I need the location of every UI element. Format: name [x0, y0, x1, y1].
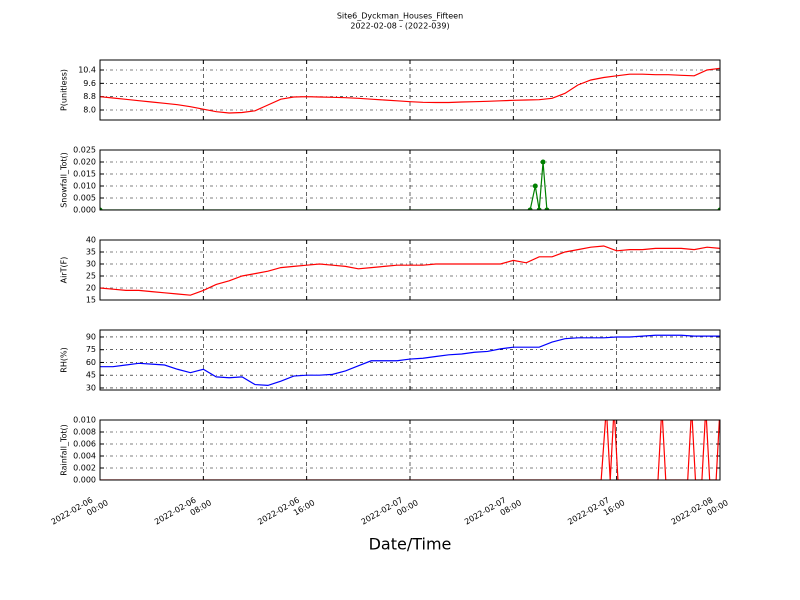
x-axis-label: Date/Time	[369, 535, 452, 554]
data-point	[527, 207, 533, 210]
y-tick-label: 0.008	[73, 428, 96, 437]
x-tick-label: 2022-02-0616:00	[256, 489, 316, 535]
plot-frame	[99, 59, 721, 121]
panel: 0.000 0.002 0.004 0.006 0.008 0.010 2022-02-06…	[49, 416, 729, 535]
y-axis-label: RH(%)	[60, 347, 69, 372]
y-tick-label: 25	[86, 272, 96, 281]
y-tick-label: 8.8	[83, 92, 96, 101]
data-point	[717, 207, 720, 210]
y-tick-label: 0.006	[73, 440, 96, 449]
y-axis-label: Rainfall_Tot()	[60, 424, 69, 476]
y-tick-label: 45	[86, 371, 96, 380]
chart-subtitle: 2022-02-08 - (2022-039)	[350, 22, 449, 31]
y-tick-label: 75	[86, 345, 96, 354]
data-point	[544, 207, 550, 210]
x-tick-label: 2022-02-0708:00	[463, 489, 523, 535]
y-axis-label: AirT(F)	[60, 257, 69, 284]
y-tick-label: 40	[86, 236, 96, 245]
x-tick-label: 2022-02-0600:00	[49, 489, 109, 535]
y-tick-label: 35	[86, 248, 96, 257]
data-line	[100, 420, 720, 480]
x-tick-label: 2022-02-0800:00	[669, 489, 729, 535]
y-tick-label: 60	[86, 358, 96, 367]
plot-frame	[99, 239, 721, 301]
data-point	[100, 207, 103, 210]
y-tick-label: 9.6	[83, 79, 96, 88]
plot-frame	[99, 329, 721, 391]
y-tick-label: 8.0	[83, 106, 96, 115]
chart-title: Site6_Dyckman_Houses_Fifteen	[337, 12, 463, 21]
y-axis-label: P(unitless)	[60, 69, 69, 111]
x-tick-label: 2022-02-0700:00	[359, 489, 419, 535]
data-line	[100, 245, 720, 296]
y-tick-label: 10.4	[78, 66, 96, 75]
y-tick-label: 20	[86, 284, 96, 293]
y-tick-label: 0.010	[73, 416, 96, 425]
x-tick-label: 2022-02-0716:00	[566, 489, 626, 535]
data-point	[540, 159, 546, 165]
plot-frame	[99, 149, 721, 211]
data-point	[536, 207, 542, 210]
y-tick-label: 0.000	[73, 206, 96, 215]
y-tick-label: 90	[86, 332, 96, 341]
y-tick-label: 0.005	[73, 194, 96, 203]
y-tick-label: 0.015	[73, 170, 96, 179]
x-tick-label: 2022-02-0608:00	[153, 489, 213, 535]
y-tick-label: 0.002	[73, 464, 96, 473]
y-tick-label: 0.020	[73, 158, 96, 167]
panel: 30 45 60 75 90 RH(%)	[60, 329, 721, 392]
y-tick-label: 0.010	[73, 182, 96, 191]
y-tick-label: 15	[86, 296, 96, 305]
data-line	[100, 67, 720, 114]
y-axis-label: Snowfall_Tot()	[60, 152, 69, 208]
panel: 8.0 8.8 9.6 10.4 P(unitless)	[60, 59, 721, 121]
y-tick-label: 0.025	[73, 146, 96, 155]
y-tick-label: 30	[86, 260, 96, 269]
panel: 0.000 0.005 0.010 0.015 0.020 0.025 Snowfall_T…	[60, 146, 721, 215]
data-line	[100, 334, 720, 387]
y-tick-label: 0.004	[73, 452, 96, 461]
plot-frame	[99, 419, 721, 481]
y-tick-label: 30	[86, 383, 96, 392]
y-tick-label: 0.000	[73, 476, 96, 485]
panel: 15 20 25 30 35 40 AirT(F)	[60, 236, 721, 305]
data-point	[532, 183, 538, 189]
